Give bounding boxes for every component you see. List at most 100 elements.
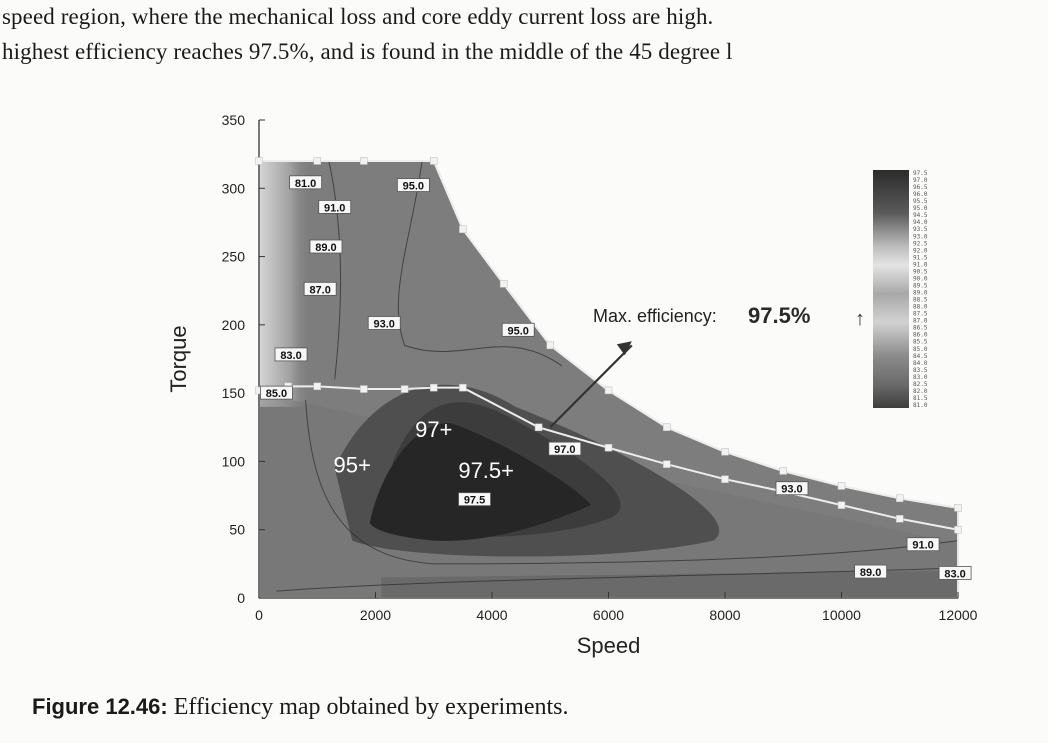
max-torque-curve-marker [313, 157, 321, 165]
contour-label: 97.5 [464, 495, 485, 507]
chart-curves [255, 157, 962, 534]
max-torque-curve-marker [430, 157, 438, 165]
colorbar-tick-label: 84.0 [913, 360, 928, 367]
colorbar-tick-label: 83.0 [913, 374, 928, 381]
contour-label-box [458, 492, 491, 507]
colorbar-tick-label: 97.0 [913, 177, 928, 184]
max-efficiency-arrow-line [549, 344, 633, 429]
contour-label-box [309, 239, 343, 254]
max-efficiency-arrowhead [616, 341, 632, 356]
colorbar-tick-label: 89.5 [913, 282, 928, 289]
bottom-band [381, 570, 958, 598]
body-text-line-2: highest efficiency reaches 97.5%, and is… [2, 39, 733, 64]
contour-label-box [906, 537, 940, 552]
max-torque-curve-marker [779, 467, 787, 475]
chart-annotations: 97+ 95+ 97.5+ Max. efficiency: 97.5% ↑ [334, 303, 865, 483]
x-tick-label: 10000 [822, 607, 861, 623]
loaded-operating-curve-marker [837, 501, 846, 509]
colorbar-tick-label: 88.5 [913, 297, 928, 304]
max-torque-curve-marker [255, 157, 263, 165]
y-tick-label: 150 [222, 385, 246, 401]
contour-label-box [367, 316, 401, 330]
y-tick-label: 50 [229, 522, 245, 538]
efficiency-annotation: 95+ [334, 452, 371, 477]
colorbar-tick-label: 93.5 [913, 226, 928, 233]
contour-label-box [938, 566, 972, 580]
colorbar-tick-label: 86.0 [913, 332, 928, 339]
colorbar-gradient [873, 170, 909, 408]
max-torque-curve-marker [604, 386, 613, 395]
colorbar-tick-label: 85.0 [913, 346, 928, 353]
y-tick-label: 250 [222, 249, 246, 265]
contour-label: 87.0 [309, 284, 330, 296]
efficiency-map-region [258, 159, 959, 599]
contour-label-box [303, 281, 337, 296]
colorbar-tick-label: 89.0 [913, 290, 928, 297]
contour-label: 83.0 [944, 568, 965, 580]
max-efficiency-value: 97.5% [748, 303, 810, 328]
contour-label: 93.0 [374, 318, 395, 330]
x-tick-label: 2000 [360, 607, 391, 623]
efficiency-annotation: 97+ [415, 417, 452, 442]
colorbar-tick-label: 86.5 [913, 325, 928, 332]
colorbar-tick-label: 82.0 [913, 388, 928, 395]
colorbar-tick-label: 91.0 [913, 261, 928, 268]
up-arrow-icon: ↑ [855, 308, 865, 330]
contour-label: 81.0 [295, 178, 316, 190]
contour-label: 85.0 [266, 388, 287, 400]
colorbar-tick-label: 95.5 [913, 198, 928, 205]
colorbar-tick-label: 83.5 [913, 367, 928, 374]
loaded-operating-curve-marker [534, 423, 543, 432]
x-tick-label: 8000 [709, 607, 740, 623]
contour-line-1 [397, 160, 563, 367]
chart-axes: 0 50 100 150 200 250 300 350 0 2000 4000 6000 8000 10… [166, 112, 978, 658]
contour-label: 97.0 [554, 444, 575, 456]
contour-label-box [318, 200, 352, 214]
map-contour-bands [259, 160, 958, 598]
colorbar-tick-label: 81.0 [913, 402, 928, 409]
colorbar-tick-label: 97.5 [913, 170, 928, 177]
loaded-operating-curve-marker [313, 382, 321, 391]
colorbar-tick-label: 96.5 [913, 184, 928, 191]
max-torque-curve-marker [546, 341, 554, 350]
low-speed-band [259, 160, 312, 407]
loaded-operating-curve-marker [954, 525, 962, 534]
contour-label-box [548, 441, 582, 456]
loaded-operating-curve-marker [663, 460, 671, 468]
y-tick-label: 350 [222, 112, 246, 128]
contour-label-box [289, 175, 323, 190]
body-text-line-1: speed region, where the mechanical loss … [2, 4, 714, 29]
contour-label: 91.0 [912, 540, 933, 552]
loaded-operating-curve-marker [360, 385, 368, 393]
contour-label: 89.0 [315, 242, 336, 254]
max-torque-curve-marker [360, 157, 368, 165]
caption-text: Efficiency map obtained by experiments. [167, 694, 569, 720]
max-torque-curve-marker [896, 494, 904, 503]
y-tick-label: 100 [222, 453, 246, 469]
contour-line-0 [328, 160, 342, 380]
contour-label: 95.0 [508, 325, 529, 337]
colorbar-tick-label: 88.0 [913, 304, 928, 311]
colorbar-tick-label: 94.5 [913, 212, 928, 219]
max-torque-curve-marker [499, 280, 508, 288]
max-torque-curve-marker [837, 482, 846, 490]
loaded-operating-curve-marker [721, 475, 729, 483]
loaded-operating-curve-marker [604, 444, 613, 452]
x-axis-title: Speed [577, 633, 641, 658]
colorbar-tick-label: 94.0 [913, 219, 928, 226]
contour-label-box [775, 481, 809, 496]
colorbar-tick-label: 91.5 [913, 254, 928, 261]
figure-label: Figure 12.46: [32, 694, 168, 719]
y-tick-label: 300 [222, 180, 246, 196]
y-tick-label: 0 [237, 590, 245, 606]
loaded-operating-curve-marker [896, 515, 904, 523]
y-axis-title: Torque [166, 325, 191, 392]
max-torque-curve-marker [954, 504, 962, 512]
contour-label: 93.0 [781, 484, 802, 496]
contour-label: 95.0 [403, 181, 424, 193]
contour-label-box [854, 564, 888, 579]
y-tick-label: 200 [222, 317, 246, 333]
efficiency-annotation: 97.5+ [458, 458, 514, 483]
figure-caption: Figure 12.46: Efficiency map obtained by… [32, 694, 568, 721]
